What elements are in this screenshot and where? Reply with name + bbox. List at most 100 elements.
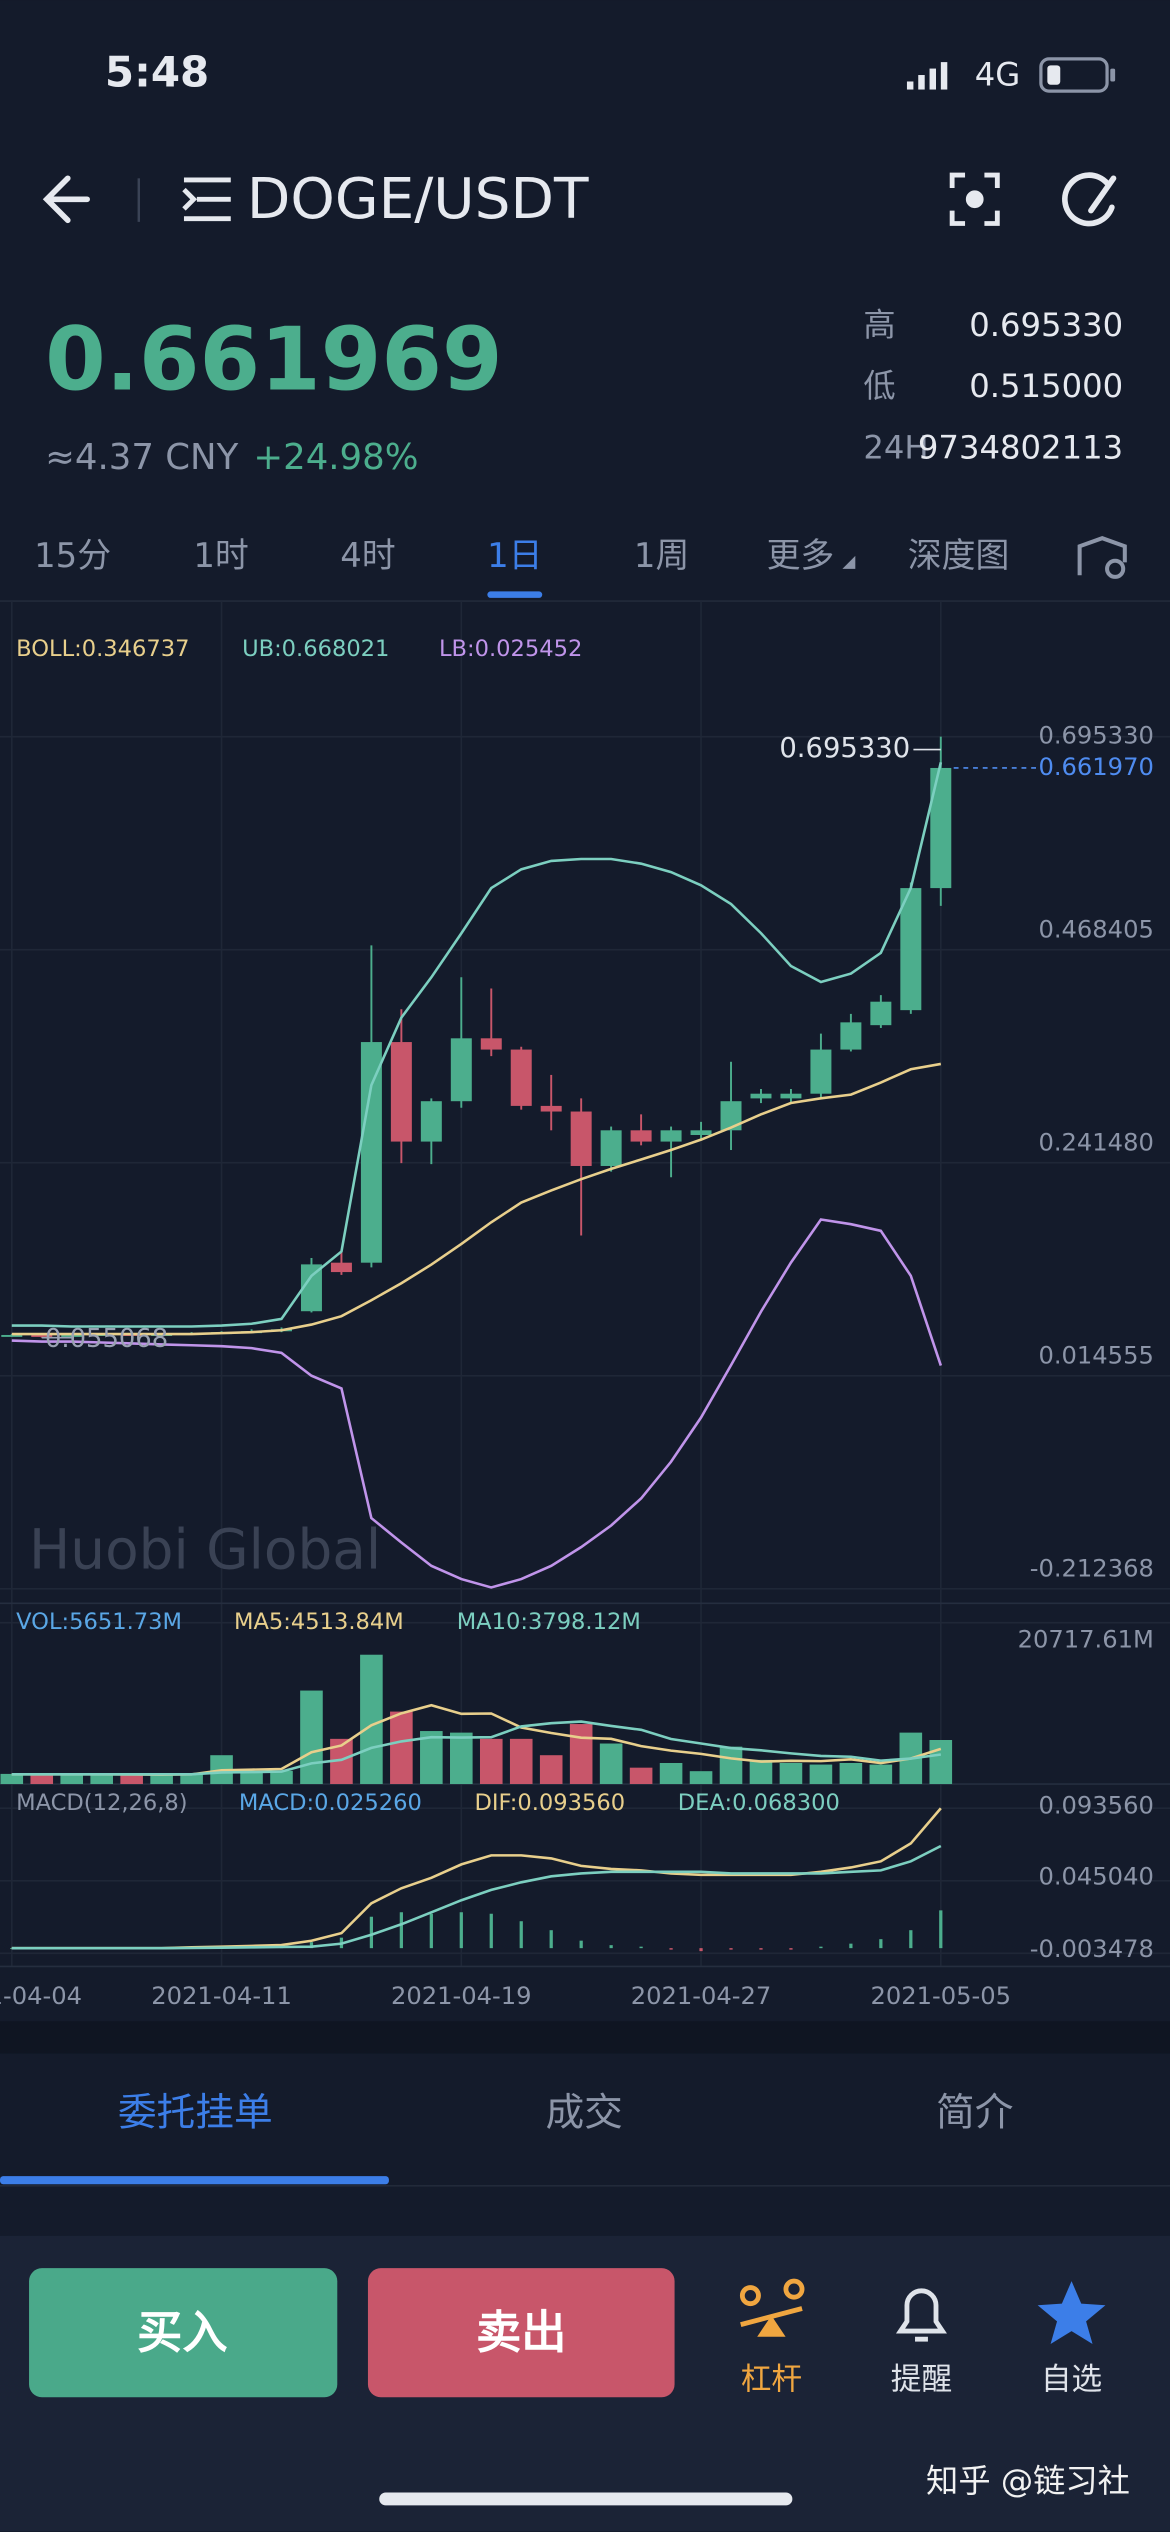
share-icon[interactable] <box>1062 172 1117 227</box>
indicator-readout: DIF:0.093560 <box>474 1790 625 1816</box>
macd-bar <box>459 1912 463 1949</box>
fullscreen-icon[interactable] <box>949 172 1000 226</box>
menu-icon[interactable] <box>182 177 231 222</box>
network: 4G <box>975 56 1021 94</box>
macd-bar <box>729 1948 733 1950</box>
indicator-line <box>11 1062 942 1336</box>
macd-bar <box>429 1913 433 1949</box>
y-tick-label: -0.212368 <box>1030 1554 1154 1582</box>
volume-bar <box>450 1732 473 1785</box>
volume-bar <box>779 1762 803 1785</box>
macd-bar <box>759 1948 763 1950</box>
sell-label[interactable]: 卖出 <box>476 2306 566 2359</box>
x-tick-label: 2021-04-27 <box>631 1982 772 2010</box>
volume-bar <box>809 1764 833 1785</box>
macd-bar <box>699 1948 703 1952</box>
settings-icon[interactable] <box>1077 536 1127 579</box>
candle-body <box>630 1130 652 1142</box>
tool-label[interactable]: 自选 <box>1041 2363 1102 2398</box>
indicator-line <box>11 762 943 1328</box>
macd-bar <box>639 1946 643 1949</box>
candle-body <box>1 1334 23 1337</box>
y-tick-label: 0.045040 <box>1038 1863 1153 1891</box>
interval-tab[interactable]: 15分 <box>34 536 111 575</box>
watermark: Huobi Global <box>29 1517 381 1581</box>
macd-bar <box>669 1948 673 1950</box>
high-label: 0.695330 <box>779 733 910 764</box>
macd-bar <box>939 1910 943 1949</box>
y-tick-label: -0.003478 <box>1030 1935 1154 1963</box>
bell-icon[interactable] <box>895 2288 947 2342</box>
volume-bar <box>869 1764 893 1785</box>
volume-bar <box>539 1755 563 1785</box>
interval-tab[interactable]: 1日 <box>487 536 542 575</box>
star-icon[interactable] <box>1037 2281 1106 2345</box>
stat-label: 低 <box>863 367 895 405</box>
macd-bar <box>819 1946 823 1949</box>
sell-button[interactable] <box>367 2268 675 2398</box>
x-tick-label: 2021-04-11 <box>151 1982 292 2010</box>
volume-bar <box>420 1731 443 1785</box>
candle-body <box>750 1093 772 1099</box>
back-button[interactable] <box>42 175 90 224</box>
macd-bar <box>909 1930 913 1949</box>
volume-bar <box>839 1762 863 1785</box>
indicator-readout: VOL:5651.73M <box>16 1609 182 1635</box>
indicator-readout: MA10:3798.12M <box>457 1609 641 1635</box>
low-label: 0.055068 <box>45 1324 168 1354</box>
change: +24.98% <box>253 437 418 478</box>
volume-bar <box>90 1774 113 1785</box>
stat-label: 24H <box>863 428 928 466</box>
buy-button[interactable] <box>29 2268 338 2398</box>
bottom-tab[interactable]: 简介 <box>936 2090 1013 2135</box>
leverage-icon[interactable] <box>739 2278 805 2337</box>
tool-label[interactable]: 提醒 <box>891 2363 952 2398</box>
interval-tab[interactable]: 1周 <box>634 536 689 575</box>
buy-label[interactable]: 买入 <box>137 2306 227 2359</box>
clock: 5:48 <box>105 48 209 97</box>
indicator-line <box>11 1218 943 1589</box>
volume-bar <box>569 1724 593 1785</box>
gap <box>0 2021 1170 2054</box>
watermark-footer: 知乎 @链习社 <box>926 2462 1130 2500</box>
x-tick-label: 2021-04-19 <box>391 1982 532 2010</box>
candle-body <box>690 1130 712 1136</box>
interval-tab[interactable]: 4时 <box>340 536 395 575</box>
candle-body <box>31 1334 53 1337</box>
volume-bar <box>0 1773 24 1785</box>
active-underline <box>487 591 543 598</box>
volume-bar <box>330 1738 353 1785</box>
dropdown-arrow <box>842 555 856 569</box>
candle-body <box>720 1101 742 1131</box>
interval-tab[interactable]: 1时 <box>193 536 248 575</box>
indicator-line <box>11 1720 942 1776</box>
candle-body <box>510 1049 532 1106</box>
bottom-tab[interactable]: 成交 <box>545 2090 622 2135</box>
candle-body <box>540 1105 562 1112</box>
volume-bar <box>390 1711 413 1785</box>
candle-body <box>600 1130 622 1166</box>
indicator-readout: MA5:4513.84M <box>234 1609 404 1635</box>
indicator-readout: LB:0.025452 <box>439 636 582 662</box>
interval-tab[interactable]: 更多 <box>767 536 835 575</box>
candle-body <box>570 1111 592 1166</box>
pair-title[interactable]: DOGE/USDT <box>247 167 589 232</box>
volume-bar <box>659 1762 683 1785</box>
volume-bar <box>60 1775 84 1785</box>
candle-body <box>61 1334 83 1337</box>
bottom-tab[interactable]: 委托挂单 <box>118 2090 273 2135</box>
interval-tab[interactable]: 深度图 <box>908 536 1010 575</box>
y-tick-label: 0.468405 <box>1038 915 1153 943</box>
volume-bar <box>479 1738 503 1785</box>
macd-bar <box>309 1942 314 1949</box>
tool-label[interactable]: 杠杆 <box>741 2363 802 2398</box>
volume-bar <box>30 1774 54 1785</box>
y-tick-label: 0.093560 <box>1038 1792 1153 1820</box>
cny-price: ≈4.37 CNY <box>45 437 238 478</box>
volume-bar <box>150 1774 173 1785</box>
indicator-readout: DEA:0.068300 <box>678 1790 840 1816</box>
y-tick-label: 0.014555 <box>1038 1341 1153 1369</box>
volume-bar <box>629 1767 653 1785</box>
